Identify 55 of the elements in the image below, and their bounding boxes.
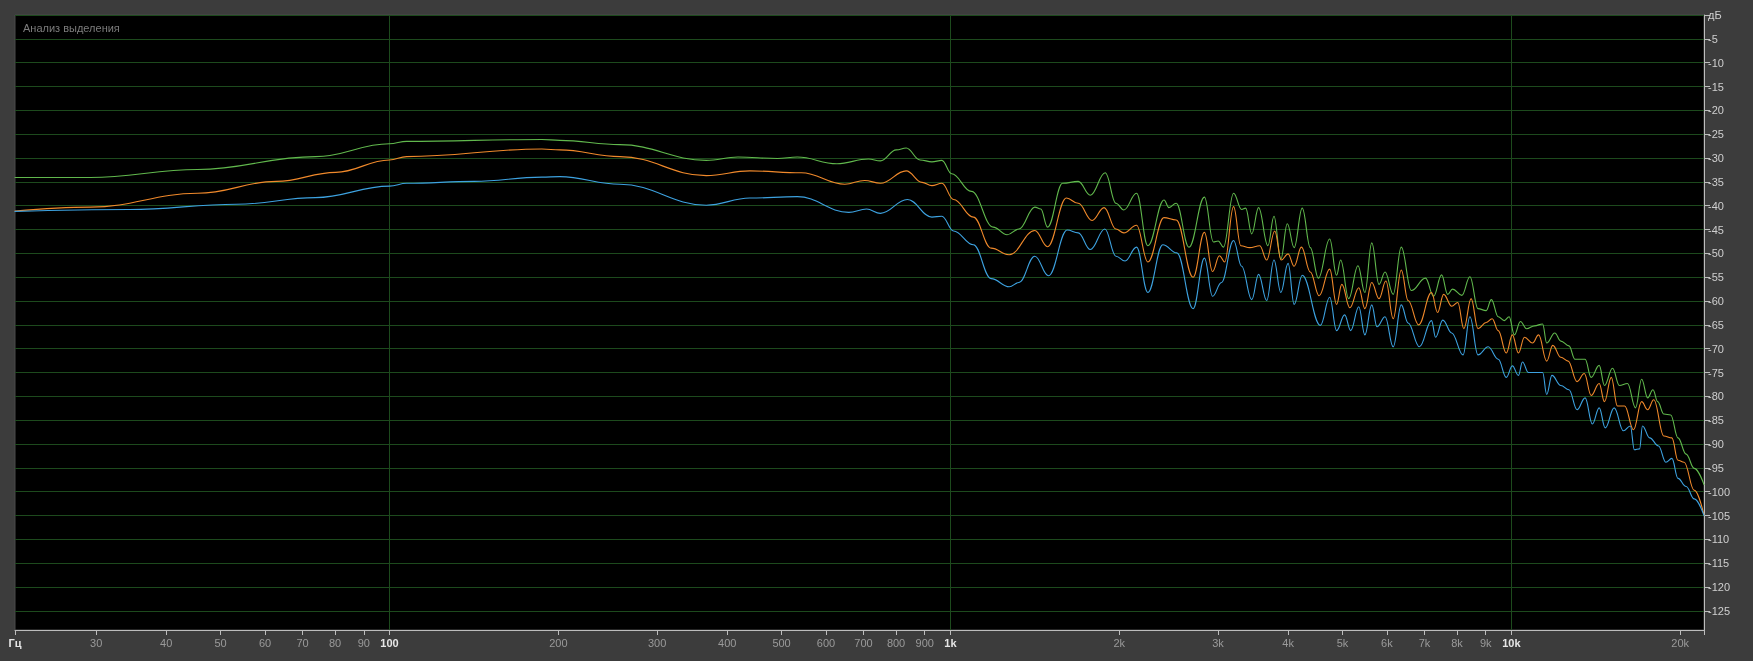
x-tick-label: 50 — [214, 636, 227, 649]
x-tick-label: 900 — [915, 636, 934, 649]
x-tick-label: 600 — [816, 636, 836, 649]
x-tick-label: 800 — [886, 636, 906, 649]
y-tick-label: -105 — [1708, 509, 1731, 522]
x-tick-label: 70 — [296, 636, 309, 649]
y-tick-label: -15 — [1708, 80, 1724, 93]
y-tick-label: -90 — [1708, 438, 1724, 451]
y-tick-label: -110 — [1708, 533, 1730, 546]
x-tick-label: 400 — [718, 636, 737, 649]
y-tick-label: дБ — [1708, 9, 1722, 21]
x-tick-label: 700 — [854, 636, 873, 649]
x-tick-label: 20k — [1671, 636, 1690, 649]
y-tick-label: -125 — [1708, 604, 1731, 617]
y-tick-label: -75 — [1708, 366, 1724, 379]
y-tick-label: -60 — [1708, 295, 1724, 308]
x-tick-label: 5k — [1336, 636, 1349, 649]
x-tick-label: 2k — [1113, 636, 1126, 649]
y-tick-label: -115 — [1708, 557, 1730, 570]
x-tick-label: 9k — [1479, 636, 1492, 649]
x-tick-label: 7k — [1418, 636, 1431, 649]
y-tick-label: -45 — [1708, 223, 1724, 236]
y-tick-label: -120 — [1708, 581, 1731, 594]
y-tick-label: -100 — [1708, 485, 1731, 498]
y-tick-label: -35 — [1708, 175, 1724, 188]
x-tick-label: 10k — [1502, 636, 1522, 649]
x-tick-label: 40 — [160, 636, 173, 649]
x-tick-label: 100 — [380, 636, 399, 649]
y-tick-label: -5 — [1708, 32, 1718, 45]
y-tick-label: -40 — [1708, 199, 1724, 212]
x-tick-label: 200 — [549, 636, 568, 649]
y-tick-label: -30 — [1708, 152, 1724, 165]
x-tick-label: 300 — [647, 636, 667, 649]
y-tick-label: -55 — [1708, 271, 1724, 284]
x-tick-label: 90 — [357, 636, 370, 649]
y-tick-label: -95 — [1708, 461, 1724, 474]
y-tick-label: -85 — [1708, 414, 1724, 427]
text: Анализ выделения — [23, 21, 120, 34]
x-tick-label: 6k — [1381, 636, 1394, 649]
x-tick-label: 1k — [944, 636, 958, 649]
x-tick-label: 500 — [772, 636, 791, 649]
y-tick-label: -20 — [1708, 104, 1724, 117]
x-tick-label: 8k — [1451, 636, 1464, 649]
x-tick-label: 60 — [258, 636, 272, 649]
x-tick-label: 30 — [90, 636, 103, 649]
y-tick-label: -10 — [1708, 56, 1724, 69]
x-tick-label: Гц — [8, 636, 22, 649]
y-tick-label: -70 — [1708, 342, 1724, 355]
x-tick-label: 80 — [328, 636, 342, 649]
y-tick-label: -65 — [1708, 318, 1724, 331]
x-tick-label: 3k — [1212, 636, 1225, 649]
y-tick-label: -25 — [1708, 128, 1724, 141]
y-tick-label: -80 — [1708, 390, 1724, 403]
x-tick-label: 4k — [1282, 636, 1295, 649]
y-tick-label: -50 — [1708, 247, 1724, 260]
